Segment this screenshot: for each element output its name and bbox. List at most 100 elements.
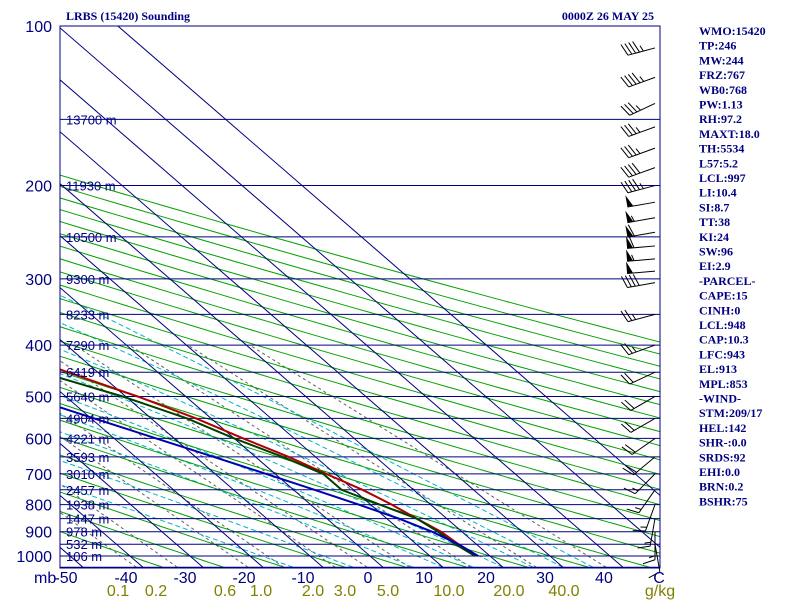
wind-barbs <box>620 41 661 579</box>
temperature-tick-label: C <box>653 570 665 587</box>
wind-barb-half-flag <box>639 45 644 52</box>
temperature-tick-label: -50 <box>54 570 77 587</box>
wind-barb-staff <box>633 456 656 476</box>
wind-barb-flag <box>620 105 630 116</box>
mixing-ratio-label: 3.0 <box>334 583 356 600</box>
wind-barb-flag <box>622 467 634 476</box>
wind-barb <box>626 489 656 514</box>
dry-adiabat <box>60 491 285 568</box>
wind-barb-staff <box>627 282 656 289</box>
pressure-tick-label: 800 <box>25 498 52 515</box>
wind-barb-staff <box>627 185 656 194</box>
wind-barb-staff <box>630 396 656 411</box>
parcel-profile <box>60 406 479 557</box>
wind-barb <box>620 309 656 323</box>
index-item: LFC:943 <box>699 347 745 361</box>
index-item: WMO:15420 <box>699 24 766 38</box>
index-item: RH:97.2 <box>699 112 742 126</box>
dry-adiabat <box>60 371 660 554</box>
wind-barb <box>620 371 656 385</box>
dry-adiabat <box>60 258 660 433</box>
index-item: SHR-:0.0 <box>699 436 747 450</box>
wind-barb-flag <box>627 102 638 113</box>
dry-adiabat <box>60 419 528 568</box>
wind-barb-flag <box>625 465 637 473</box>
wind-barb-flag <box>624 180 633 193</box>
wind-barb-flag <box>620 76 630 88</box>
wind-barb <box>632 504 656 532</box>
moist-adiabat <box>60 484 294 568</box>
mixing-ratio-label: 10.0 <box>433 583 464 600</box>
sounding-datetime: 0000Z 26 MAY 25 <box>562 9 654 23</box>
wind-barb-flag <box>627 224 635 237</box>
height-label: 9300 m <box>66 272 109 287</box>
isotherm-line <box>117 26 660 497</box>
wind-barb <box>620 343 656 356</box>
height-label: 3010 m <box>66 467 109 482</box>
dry-adiabat <box>60 209 660 380</box>
pressure-tick-label: 1000 <box>16 549 52 566</box>
wind-barb-flag <box>620 310 629 322</box>
index-item: LCL:997 <box>699 171 746 185</box>
moist-adiabat <box>60 373 504 568</box>
mixing-ratio-line <box>74 344 410 568</box>
wind-barb-flag <box>620 44 629 56</box>
index-item: BRN:0.2 <box>699 480 743 494</box>
wind-barb-flag <box>624 146 633 157</box>
moist-adiabat <box>60 394 474 568</box>
wind-barb <box>625 195 656 208</box>
wind-barb-half-flag <box>631 254 635 261</box>
wind-barb-flag <box>624 124 633 136</box>
temperature-tick-label: -10 <box>291 570 314 587</box>
wind-barb-flag <box>631 72 641 84</box>
index-item: FRZ:767 <box>699 68 745 82</box>
isotherms <box>60 26 660 568</box>
dry-adiabat <box>60 221 660 393</box>
index-item: CAP:10.3 <box>699 333 749 347</box>
dewpoint-profile <box>60 376 476 557</box>
wind-barb-flag <box>628 235 635 248</box>
isotherm-line <box>60 442 204 568</box>
wind-barb-flag <box>624 165 633 177</box>
wind-barb <box>626 261 656 275</box>
pressure-tick-label: 300 <box>25 272 52 289</box>
height-label: 13700 m <box>66 112 117 127</box>
isotherm-line <box>60 234 444 568</box>
isotherm-line <box>60 131 564 568</box>
dry-adiabat <box>60 340 660 521</box>
wind-barb-flag <box>624 275 632 288</box>
wind-barb-half-flag <box>635 105 641 111</box>
wind-barb-flag <box>620 344 630 355</box>
dry-adiabat <box>60 436 467 568</box>
moist-adiabat <box>60 431 414 568</box>
index-item: SW:96 <box>699 245 733 259</box>
index-item: SRDS:92 <box>699 450 746 464</box>
wind-barb-flag <box>624 343 633 354</box>
wind-barb-pennant <box>625 210 634 223</box>
index-item: HEL:142 <box>699 421 746 435</box>
wind-barb-flag <box>624 43 633 55</box>
index-item: MAXT:18.0 <box>699 127 760 141</box>
dry-adiabat <box>60 174 660 343</box>
indices-panel: WMO:15420TP:246MW:244FRZ:767WB0:768PW:1.… <box>699 24 766 508</box>
temperature-tick-label: -40 <box>114 570 137 587</box>
dry-adiabat <box>60 284 660 461</box>
height-label: 532 m <box>66 537 102 552</box>
wind-barb-half-flag <box>630 215 635 222</box>
height-label: 106 m <box>66 549 102 564</box>
height-label: 5640 m <box>66 389 109 404</box>
wind-barb-flag <box>620 147 630 159</box>
wind-barb-flag <box>627 73 637 85</box>
wind-barb-flag <box>624 399 635 409</box>
mixing-ratio-label: 0.2 <box>145 583 167 600</box>
height-label: 4904 m <box>66 411 109 426</box>
dry-adiabat <box>60 510 224 568</box>
index-item: -WIND- <box>699 392 741 406</box>
isotherm-line <box>60 390 264 568</box>
wind-barb-pennant <box>626 261 634 274</box>
temperature-tick-label: -20 <box>232 570 255 587</box>
wind-barb-flag <box>624 104 634 114</box>
